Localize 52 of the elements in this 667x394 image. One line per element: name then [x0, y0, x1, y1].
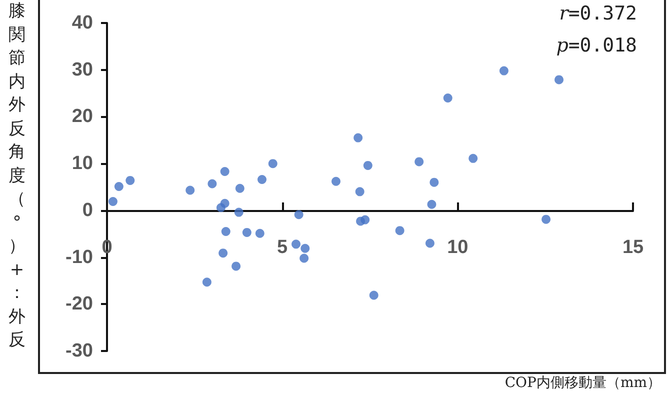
y-tick-label: -10 [66, 246, 93, 268]
point [294, 210, 304, 220]
point [292, 240, 301, 249]
point [395, 226, 404, 236]
point [425, 238, 434, 248]
y-tick-label: 40 [72, 12, 93, 34]
y-tick-label: -30 [66, 340, 93, 362]
point [208, 179, 217, 188]
point [430, 178, 439, 187]
point [114, 182, 124, 192]
point [300, 254, 309, 263]
point [414, 157, 424, 166]
point [202, 278, 212, 287]
y-tick-label: 0 [82, 200, 93, 221]
point [126, 176, 135, 185]
point [331, 176, 340, 186]
point [186, 186, 195, 195]
x-axis-title: COP内側移動量（mm） [504, 374, 661, 392]
y-tick-label: -20 [66, 294, 93, 315]
annotation: r=0.372 [559, 2, 638, 24]
point [255, 228, 264, 238]
point [232, 262, 241, 271]
point [360, 215, 370, 224]
text: 膝関節内外反角度（°）+：外反 [8, 1, 26, 350]
point [300, 244, 310, 253]
point [220, 198, 230, 208]
x-tick-label: 5 [277, 237, 288, 258]
point [468, 154, 478, 163]
point [427, 200, 436, 209]
point [268, 159, 278, 168]
point [363, 160, 372, 170]
point [108, 197, 118, 206]
x-tick-label: 10 [447, 237, 468, 258]
annotation: p=0.018 [556, 34, 638, 56]
y-tick-label: 10 [72, 153, 93, 174]
y-tick-label: 20 [72, 106, 93, 128]
y-tick-label: 30 [72, 59, 93, 80]
point [355, 187, 364, 196]
point [542, 214, 551, 224]
point [234, 208, 244, 217]
point [221, 227, 230, 236]
x-tick-label: 15 [622, 237, 644, 258]
point [354, 133, 363, 142]
point [499, 66, 508, 76]
point [554, 75, 564, 84]
point [258, 175, 266, 184]
point [242, 228, 252, 237]
point [235, 184, 244, 193]
point [369, 290, 378, 300]
point [443, 93, 452, 102]
point [218, 248, 228, 258]
point [220, 167, 230, 176]
